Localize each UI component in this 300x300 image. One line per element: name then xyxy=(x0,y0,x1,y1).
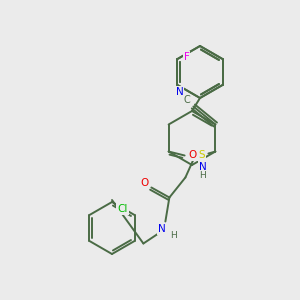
Text: H: H xyxy=(170,231,177,240)
Text: F: F xyxy=(184,52,189,62)
Text: N: N xyxy=(158,224,165,235)
Text: N: N xyxy=(176,86,183,97)
Text: O: O xyxy=(140,178,148,188)
Text: Cl: Cl xyxy=(117,204,128,214)
Text: C: C xyxy=(183,94,190,104)
Text: O: O xyxy=(188,151,197,160)
Text: S: S xyxy=(198,151,205,160)
Text: N: N xyxy=(199,162,207,172)
Text: H: H xyxy=(200,170,206,179)
